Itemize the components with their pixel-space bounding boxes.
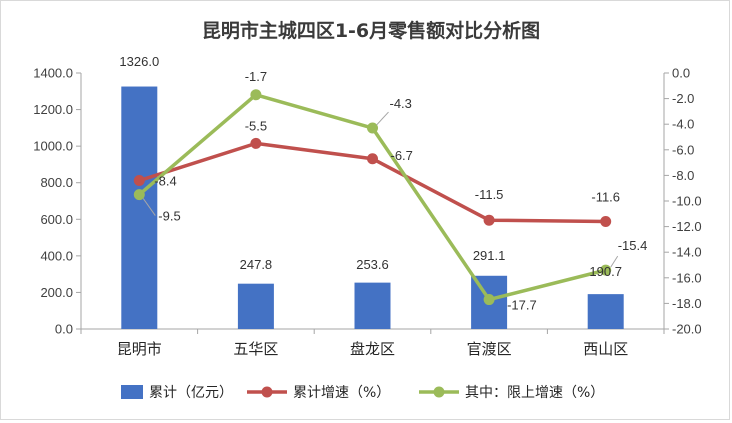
right-tick-label: -18.0 [672, 296, 702, 311]
green-series-point [483, 294, 495, 306]
green-series-point [250, 89, 262, 101]
right-tick-label: -2.0 [672, 91, 694, 106]
x-category-label: 昆明市 [117, 340, 162, 358]
legend-label-green: 其中：限上增速（%） [465, 385, 604, 401]
green-series-point [133, 189, 145, 201]
legend-label-bar: 累计（亿元） [149, 385, 233, 401]
data-labels: 1326.0 247.8 253.6 291.1 190.7 -8.4 -5.5 -6.7 -1… [119, 54, 647, 313]
green-value-label: -17.7 [507, 298, 537, 313]
right-tick-label: -16.0 [672, 270, 702, 285]
bar-value-label: 253.6 [356, 257, 389, 272]
red-value-label: -11.5 [475, 187, 504, 202]
right-tick-label: -6.0 [672, 142, 694, 157]
right-tick-label: -8.0 [672, 168, 694, 183]
green-value-label: -4.3 [390, 96, 412, 111]
right-tick-label: -20.0 [672, 322, 702, 337]
right-tick-label: -4.0 [672, 117, 694, 132]
label-leader-line [142, 198, 156, 216]
bar-value-label: 1326.0 [119, 54, 159, 69]
legend-marker-green [433, 386, 445, 398]
red-value-label: -5.5 [245, 118, 267, 133]
right-tick-label: -12.0 [672, 219, 702, 234]
left-tick-label: 0.0 [55, 322, 73, 337]
bar [237, 283, 274, 329]
bar-value-label: 190.7 [589, 264, 622, 279]
green-value-label: -1.7 [245, 69, 267, 84]
left-tick-label: 1000.0 [33, 139, 73, 154]
bar [121, 86, 158, 329]
x-category-label: 盘龙区 [350, 340, 395, 358]
right-tick-label: -10.0 [672, 194, 702, 209]
bar [354, 282, 391, 329]
x-category-label: 五华区 [233, 340, 278, 358]
red-value-label: -6.7 [391, 148, 413, 163]
bar-value-label: 247.8 [240, 257, 273, 272]
left-tick-label: 600.0 [40, 212, 73, 227]
left-tick-label: 1400.0 [33, 66, 73, 81]
bar [587, 294, 624, 329]
legend-swatch-bar [121, 385, 143, 399]
lines [133, 89, 612, 306]
legend: 累计（亿元） 累计增速（%） 其中：限上增速（%） [121, 385, 604, 401]
bars [121, 86, 624, 329]
red-value-label: -11.6 [591, 189, 620, 204]
green-series-point [600, 264, 612, 276]
red-series-point [250, 137, 262, 149]
label-leader-line [610, 255, 619, 268]
x-category-label: 西山区 [583, 340, 628, 358]
legend-label-red: 累计增速（%） [293, 385, 390, 401]
red-series-point [133, 175, 145, 187]
left-tick-label: 400.0 [40, 248, 73, 263]
right-tick-label: 0.0 [672, 66, 690, 81]
left-tick-label: 1200.0 [33, 102, 73, 117]
left-tick-label: 200.0 [40, 285, 73, 300]
green-value-label: -9.5 [158, 209, 180, 224]
right-tick-label: -14.0 [672, 245, 702, 260]
red-value-label: -8.4 [154, 174, 176, 189]
x-category-label: 官渡区 [467, 340, 512, 358]
axes: 0.0 200.0 400.0 600.0 800.0 1000.0 1200.0 1400.… [33, 66, 701, 359]
red-series-point [367, 153, 378, 165]
label-leader-line [376, 111, 389, 126]
legend-marker-red [261, 386, 273, 398]
red-series-point [600, 215, 612, 227]
green-value-label: -15.4 [618, 238, 648, 253]
green-series-point [367, 122, 378, 134]
red-series-point [483, 214, 495, 226]
chart-title: 昆明市主城四区1-6月零售额对比分析图 [202, 19, 540, 42]
left-tick-label: 800.0 [40, 175, 73, 190]
bar-value-label: 291.1 [473, 248, 506, 263]
